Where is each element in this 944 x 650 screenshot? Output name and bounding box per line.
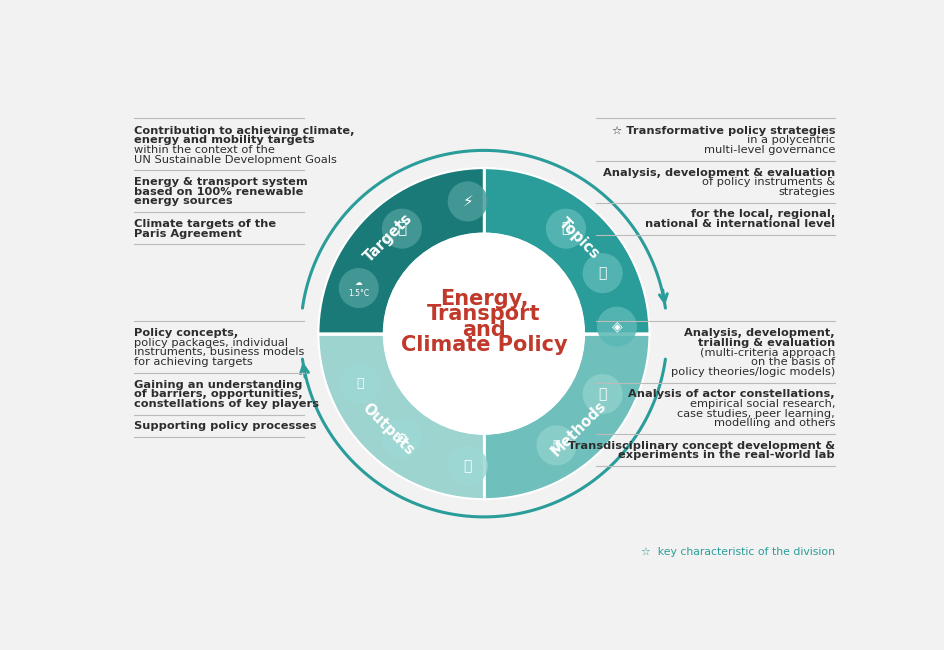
Text: on the basis of: on the basis of: [750, 357, 834, 367]
Text: based on 100% renewable: based on 100% renewable: [134, 187, 303, 197]
Text: UN Sustainable Development Goals: UN Sustainable Development Goals: [134, 155, 337, 164]
Text: Climate Policy: Climate Policy: [400, 335, 566, 355]
Circle shape: [536, 425, 576, 465]
Text: for the local, regional,: for the local, regional,: [690, 209, 834, 219]
Text: (multi-criteria approach: (multi-criteria approach: [699, 348, 834, 358]
Text: Supporting policy processes: Supporting policy processes: [134, 421, 316, 432]
Text: experiments in the real-world lab: experiments in the real-world lab: [617, 450, 834, 460]
Text: multi-level governance: multi-level governance: [703, 145, 834, 155]
Wedge shape: [318, 333, 483, 499]
Text: case studies, peer learning,: case studies, peer learning,: [677, 408, 834, 419]
Text: policy theories/logic models): policy theories/logic models): [670, 367, 834, 377]
Text: Methods: Methods: [548, 398, 609, 460]
Text: modelling and others: modelling and others: [713, 418, 834, 428]
Text: policy packages, individual: policy packages, individual: [134, 338, 288, 348]
Text: of policy instruments &: of policy instruments &: [701, 177, 834, 187]
Circle shape: [582, 374, 622, 414]
Circle shape: [381, 419, 421, 459]
Text: 🏛: 🏛: [561, 222, 569, 236]
Text: Climate targets of the: Climate targets of the: [134, 219, 277, 229]
Text: instruments, business models: instruments, business models: [134, 348, 304, 358]
Text: Policy concepts,: Policy concepts,: [134, 328, 238, 338]
Text: for achieving targets: for achieving targets: [134, 357, 253, 367]
Text: in a polycentric: in a polycentric: [746, 135, 834, 146]
Text: Topics: Topics: [555, 215, 602, 262]
Circle shape: [447, 446, 487, 486]
Text: 📄: 📄: [463, 459, 471, 473]
Text: Analysis, development & evaluation: Analysis, development & evaluation: [602, 168, 834, 177]
Wedge shape: [483, 333, 649, 499]
Text: Outputs: Outputs: [360, 400, 417, 458]
Text: ◈: ◈: [611, 320, 621, 333]
Text: Energy & transport system: Energy & transport system: [134, 177, 308, 187]
Text: 🚲: 🚲: [396, 221, 406, 236]
Text: Transport: Transport: [427, 304, 540, 324]
Text: energy and mobility targets: energy and mobility targets: [134, 135, 314, 146]
Text: Targets: Targets: [362, 211, 415, 265]
Circle shape: [546, 209, 585, 249]
Text: 🔍: 🔍: [598, 266, 606, 280]
Text: trialling & evaluation: trialling & evaluation: [697, 338, 834, 348]
Text: national & international level: national & international level: [644, 219, 834, 229]
Circle shape: [381, 209, 421, 249]
Text: Energy,: Energy,: [439, 289, 528, 309]
Text: 📋: 📋: [598, 387, 606, 401]
Circle shape: [597, 307, 636, 346]
Text: within the context of the: within the context of the: [134, 145, 275, 155]
Text: ⚡: ⚡: [462, 194, 473, 209]
Text: 🏠: 🏠: [356, 377, 363, 390]
Text: energy sources: energy sources: [134, 196, 233, 207]
Text: Gaining an understanding: Gaining an understanding: [134, 380, 302, 389]
Circle shape: [338, 268, 379, 308]
Circle shape: [582, 253, 622, 293]
Wedge shape: [483, 168, 649, 333]
Text: Analysis, development,: Analysis, development,: [683, 328, 834, 338]
Text: strategies: strategies: [777, 187, 834, 197]
Text: ☆  key characteristic of the division: ☆ key characteristic of the division: [640, 547, 834, 557]
Circle shape: [447, 181, 487, 222]
Text: ☁
1.5°C: ☁ 1.5°C: [347, 278, 369, 298]
Text: ☆ Transformative policy strategies: ☆ Transformative policy strategies: [611, 125, 834, 136]
Text: and: and: [462, 320, 505, 340]
Text: Contribution to achieving climate,: Contribution to achieving climate,: [134, 125, 355, 136]
Text: empirical social research,: empirical social research,: [689, 399, 834, 409]
Text: 👤: 👤: [552, 439, 560, 452]
Text: ⚙: ⚙: [396, 432, 408, 446]
Text: Paris Agreement: Paris Agreement: [134, 229, 242, 239]
Text: constellations of key players: constellations of key players: [134, 399, 319, 409]
Text: of barriers, opportunities,: of barriers, opportunities,: [134, 389, 303, 399]
Circle shape: [383, 233, 583, 434]
Text: Analysis of actor constellations,: Analysis of actor constellations,: [628, 389, 834, 399]
Text: Transdisciplinary concept development &: Transdisciplinary concept development &: [567, 441, 834, 450]
Circle shape: [340, 363, 380, 404]
Wedge shape: [318, 168, 483, 333]
